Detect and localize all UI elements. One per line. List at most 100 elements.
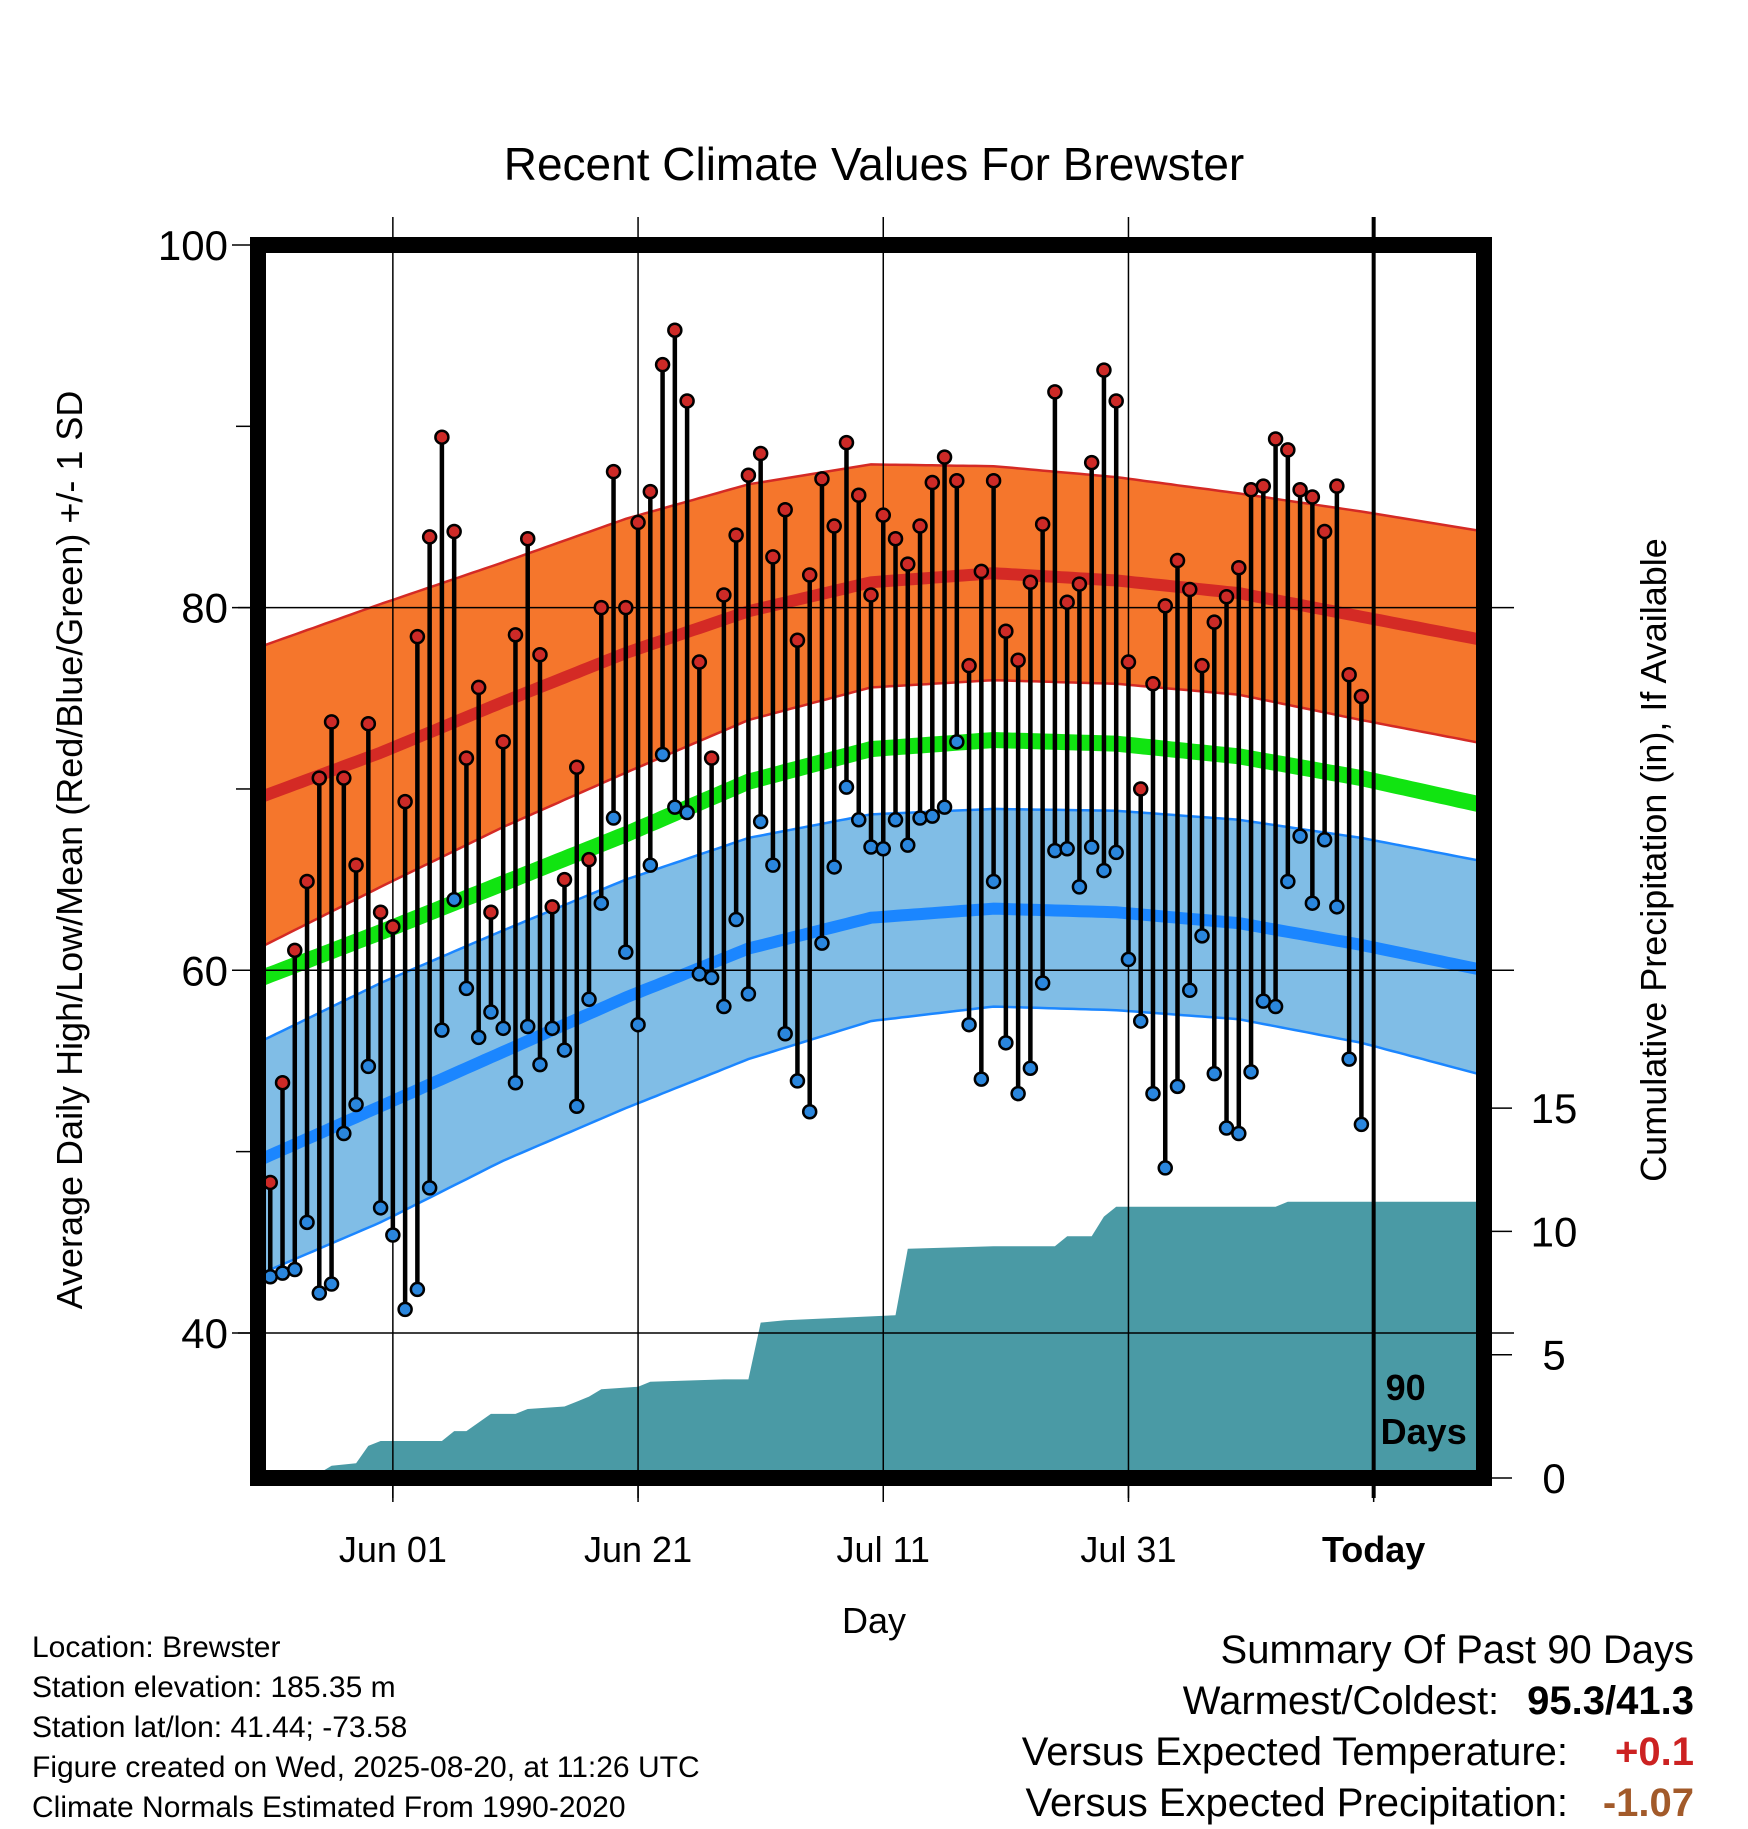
daily-low-point bbox=[470, 1029, 487, 1046]
daily-high-point bbox=[949, 472, 965, 489]
daily-low-point bbox=[1120, 951, 1137, 968]
plot-border bbox=[250, 237, 1492, 1486]
daily-high-point bbox=[1194, 657, 1210, 674]
warm-cold-value: 95.3/41.3 bbox=[1527, 1679, 1694, 1723]
daily-high-point bbox=[434, 429, 450, 445]
daily-high-point bbox=[1292, 482, 1308, 498]
daily-high-point bbox=[740, 467, 757, 484]
daily-high-point bbox=[1071, 576, 1088, 592]
station-info: Location: Brewster Station elevation: 18… bbox=[32, 1628, 700, 1828]
daily-low-point bbox=[630, 1016, 646, 1033]
daily-high-point bbox=[1206, 614, 1223, 630]
daily-high-point bbox=[1267, 431, 1284, 447]
daily-high-point bbox=[544, 899, 560, 915]
daily-high-point bbox=[1255, 478, 1272, 494]
daily-low-point bbox=[1280, 873, 1296, 890]
daily-low-point bbox=[1255, 993, 1272, 1009]
daily-low-point bbox=[434, 1022, 450, 1038]
y-left-tick-label: 80 bbox=[181, 585, 228, 632]
daily-low-point bbox=[605, 810, 622, 826]
daily-low-point bbox=[1194, 928, 1210, 944]
daily-high-point bbox=[556, 871, 573, 888]
daily-high-point bbox=[1316, 523, 1333, 540]
precip-label: Versus Expected Precipitation: bbox=[1025, 1781, 1568, 1825]
x-tick-label: Jun 01 bbox=[339, 1529, 447, 1570]
daily-high-point bbox=[495, 734, 511, 750]
daily-low-point bbox=[850, 812, 867, 828]
daily-low-point bbox=[458, 980, 475, 997]
daily-high-point bbox=[863, 587, 879, 603]
y-right-tick-label: 5 bbox=[1542, 1332, 1565, 1379]
normal-high-line bbox=[255, 567, 1486, 804]
daily-low-point bbox=[544, 1020, 560, 1037]
daily-low-point bbox=[532, 1056, 548, 1073]
daily-high-point bbox=[385, 919, 401, 935]
daily-high-point bbox=[1169, 552, 1186, 569]
daily-high-point bbox=[654, 356, 671, 373]
daily-low-point bbox=[1108, 844, 1124, 861]
y-axis-right-label: Cumulative Precipitation (in), If Availa… bbox=[1633, 538, 1674, 1182]
daily-low-point bbox=[789, 1073, 806, 1089]
daily-high-point bbox=[348, 857, 364, 873]
daily-low-point bbox=[814, 935, 830, 951]
daily-high-point bbox=[985, 472, 1002, 489]
daily-high-point bbox=[593, 599, 610, 616]
daily-low-point bbox=[360, 1058, 377, 1075]
daily-low-point bbox=[1292, 828, 1308, 844]
daily-high-point bbox=[519, 530, 536, 547]
daily-low-point bbox=[495, 1020, 511, 1037]
daily-high-point bbox=[421, 529, 438, 545]
daily-high-point bbox=[1341, 666, 1357, 683]
daily-high-point bbox=[1108, 393, 1124, 409]
daily-high-point bbox=[679, 393, 695, 409]
precip-value: -1.07 bbox=[1602, 1781, 1694, 1825]
daily-low-point bbox=[765, 857, 781, 873]
precipitation-area bbox=[258, 1201, 1484, 1478]
daily-high-point bbox=[618, 599, 634, 616]
daily-high-point bbox=[728, 527, 744, 543]
daily-high-point bbox=[642, 483, 659, 500]
daily-high-point bbox=[900, 556, 916, 572]
daily-high-point bbox=[838, 434, 855, 451]
daily-low-point bbox=[409, 1281, 426, 1298]
daily-high-point bbox=[1120, 654, 1137, 670]
daily-low-point bbox=[642, 857, 659, 873]
daily-low-point bbox=[826, 859, 842, 875]
daily-high-point bbox=[458, 750, 475, 766]
daily-high-point bbox=[777, 501, 793, 518]
daily-low-point bbox=[421, 1180, 438, 1196]
cumulative-precip-area bbox=[258, 1201, 1484, 1478]
daily-high-point bbox=[1353, 688, 1370, 705]
daily-high-point bbox=[924, 474, 941, 491]
normals-text: Climate Normals Estimated From 1990-2020 bbox=[32, 1791, 626, 1824]
daily-low-point bbox=[311, 1285, 328, 1301]
daily-high-point bbox=[973, 563, 990, 580]
daily-low-point bbox=[1145, 1085, 1161, 1102]
y-right-tick-label: 15 bbox=[1531, 1085, 1578, 1132]
daily-high-point bbox=[1218, 589, 1235, 605]
daily-low-point bbox=[998, 1035, 1014, 1051]
latlon-text: Station lat/lon: 41.44; -73.58 bbox=[32, 1711, 408, 1744]
summary-heading: Summary Of Past 90 Days bbox=[1220, 1628, 1694, 1672]
daily-high-point bbox=[311, 770, 328, 786]
daily-high-point bbox=[691, 654, 708, 670]
daily-low-point bbox=[1096, 862, 1112, 879]
daily-high-point bbox=[826, 518, 842, 534]
daily-high-point bbox=[1096, 362, 1112, 378]
warm-cold-row: Warmest/Coldest: 95.3/41.3 bbox=[1022, 1676, 1694, 1727]
y-left-tick-label: 100 bbox=[158, 222, 228, 269]
daily-low-point bbox=[887, 812, 904, 828]
daily-low-point bbox=[1304, 895, 1321, 911]
daily-high-point bbox=[1304, 489, 1321, 505]
daily-low-point bbox=[1341, 1051, 1357, 1067]
summary-panel: Summary Of Past 90 Days Warmest/Coldest:… bbox=[1022, 1625, 1694, 1829]
warm-cold-label: Warmest/Coldest: bbox=[1182, 1679, 1500, 1723]
daily-low-point bbox=[691, 966, 708, 982]
daily-high-point bbox=[299, 873, 315, 890]
normal-low-line bbox=[255, 902, 1486, 1167]
daily-low-point bbox=[1218, 1120, 1235, 1136]
elevation-text: Station elevation: 185.35 m bbox=[32, 1671, 396, 1704]
daily-low-point bbox=[1353, 1116, 1370, 1133]
daily-high-point bbox=[1157, 598, 1173, 614]
